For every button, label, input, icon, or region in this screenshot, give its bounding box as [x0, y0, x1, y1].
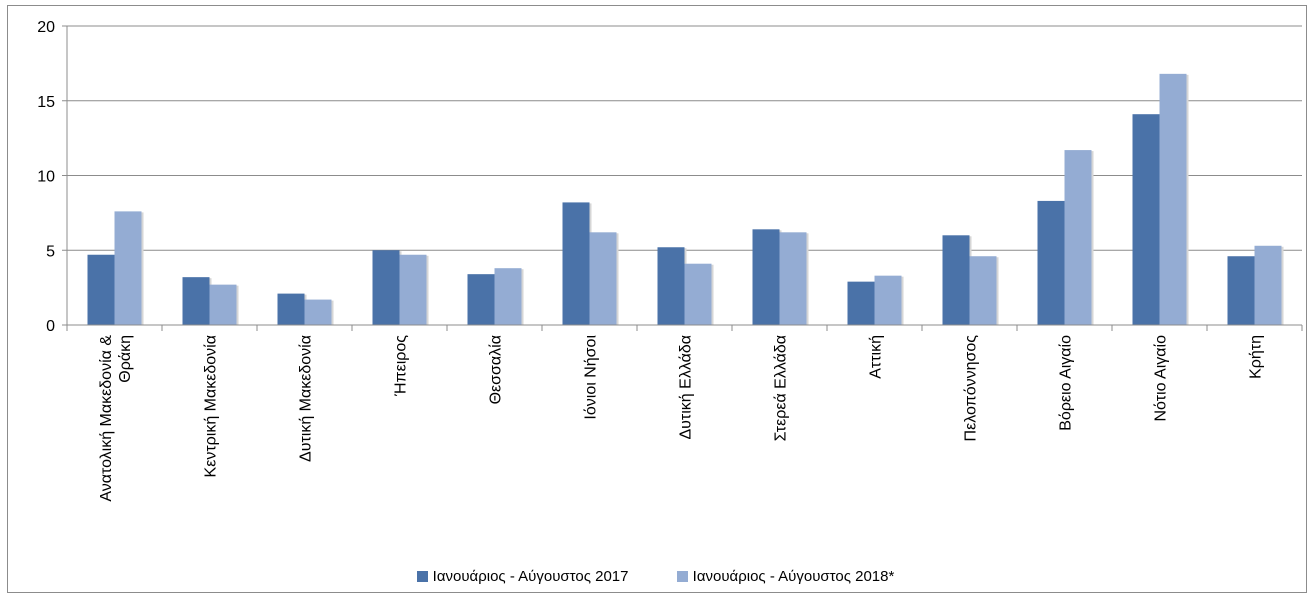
bar-2017	[277, 293, 305, 325]
bar-2017	[942, 235, 970, 325]
legend-item-2017: Ιανουάριος - Αύγουστος 2017	[416, 568, 629, 585]
legend-swatch-2017	[416, 571, 428, 582]
x-tick-label: Ήπειρος	[393, 335, 410, 397]
bar-2017	[657, 247, 685, 325]
bar-2017	[182, 277, 210, 325]
x-tick-label-group: Πελοπόννησος	[963, 335, 980, 442]
bar-2017	[87, 254, 115, 325]
bar-2017	[372, 250, 400, 325]
legend-label-2017: Ιανουάριος - Αύγουστος 2017	[432, 568, 629, 585]
x-tick-label-group: Στερεά Ελλάδα	[773, 335, 790, 441]
x-tick-label: Δυτική Ελλάδα	[678, 335, 695, 440]
gridlines	[67, 25, 1302, 251]
legend-swatch-2018	[676, 571, 688, 582]
bar-2017	[562, 202, 590, 325]
legend: Ιανουάριος - Αύγουστος 2017 Ιανουάριος -…	[0, 568, 1311, 586]
bar-2018	[399, 254, 427, 325]
bar-2018	[874, 275, 902, 325]
bar-2018	[779, 232, 807, 325]
x-tick-label: Θεσσαλία	[488, 335, 505, 404]
bar-2018	[969, 256, 997, 325]
bar-2017	[1132, 114, 1160, 325]
x-tick-label: Κρήτη	[1248, 335, 1265, 379]
bar-2017	[1227, 256, 1255, 325]
x-tick-label: Αττική	[868, 335, 885, 379]
x-tick-label-group: Θεσσαλία	[488, 335, 505, 404]
bar-2017	[752, 229, 780, 325]
x-tick-label: Κεντρική Μακεδονία	[203, 335, 220, 477]
bar-2017	[467, 274, 495, 325]
y-tick-label: 20	[37, 19, 55, 36]
bar-2018	[1159, 73, 1187, 325]
legend-label-2018: Ιανουάριος - Αύγουστος 2018*	[692, 568, 895, 585]
bar-2018	[114, 211, 142, 325]
x-tick-label-group: Δυτική Ελλάδα	[678, 335, 695, 440]
bar-2018	[1254, 245, 1282, 325]
legend-item-2018: Ιανουάριος - Αύγουστος 2018*	[676, 568, 895, 585]
x-tick-label-group: Κρήτη	[1248, 335, 1265, 379]
bar-2017	[847, 281, 875, 325]
x-tick-label: Δυτική Μακεδονία	[298, 335, 315, 462]
x-tick-label-group: Νότιο Αιγαίο	[1153, 335, 1170, 422]
bars	[87, 73, 1284, 325]
x-tick-label: Στερεά Ελλάδα	[773, 335, 790, 441]
y-axis-ticks: 0 5 10 15 20	[37, 19, 67, 335]
x-tick-label: Ανατολική Μακεδονία &	[98, 335, 115, 502]
x-axis-ticks: Ανατολική Μακεδονία & Θράκη Κεντρική Μακεδ…	[66, 325, 1303, 502]
axes	[66, 26, 1302, 326]
bar-2018	[494, 268, 522, 325]
bar-2018	[1064, 150, 1092, 325]
bar-2018	[589, 232, 617, 325]
x-tick-label: Ιόνιοι Νήσοι	[583, 335, 600, 420]
x-tick-label: Νότιο Αιγαίο	[1153, 335, 1170, 422]
bar-2018	[209, 284, 237, 325]
bar-2018	[304, 299, 332, 325]
x-tick-label: Πελοπόννησος	[963, 335, 980, 442]
y-tick-label: 15	[37, 94, 55, 111]
x-tick-label-group: Κεντρική Μακεδονία	[203, 335, 220, 477]
x-tick-label-group: Ανατολική Μακεδονία & Θράκη	[98, 335, 134, 502]
y-tick-label: 10	[37, 169, 55, 186]
x-tick-label-group: Ήπειρος	[393, 335, 410, 397]
x-tick-label-group: Ιόνιοι Νήσοι	[583, 335, 600, 420]
x-tick-label-group: Βόρειο Αιγαίο	[1058, 335, 1075, 431]
y-tick-label: 5	[46, 243, 55, 260]
bar-2018	[684, 263, 712, 325]
x-tick-label: Βόρειο Αιγαίο	[1058, 335, 1075, 431]
x-tick-label-group: Αττική	[868, 335, 885, 379]
y-tick-label: 0	[46, 318, 55, 335]
bar-2017	[1037, 200, 1065, 325]
x-tick-label-group: Δυτική Μακεδονία	[298, 335, 315, 462]
x-tick-label: Θράκη	[117, 335, 134, 383]
